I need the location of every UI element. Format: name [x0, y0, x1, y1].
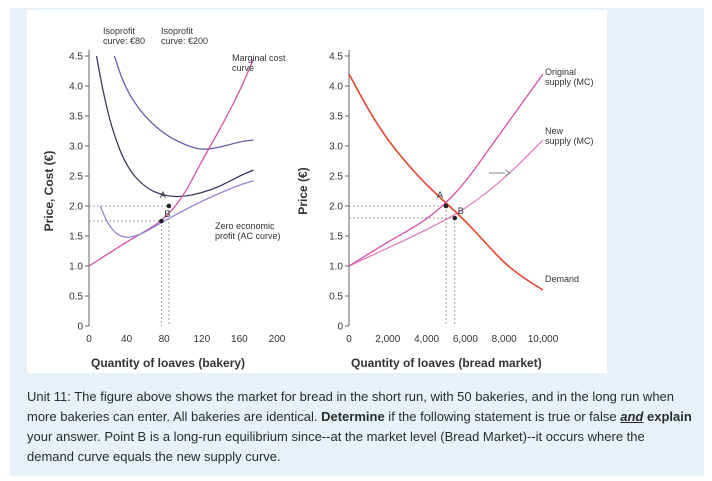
- x-tick-label: 120: [193, 334, 210, 345]
- x-tick-label: 4,000: [414, 334, 439, 345]
- y-tick-label: 4.5: [329, 52, 343, 63]
- isoprofit-label: Isoprofit: [161, 26, 194, 36]
- isoprofit-label: curve: €200: [161, 36, 208, 46]
- point-label: B: [164, 209, 170, 219]
- isoprofit-label: curve: €80: [103, 36, 145, 46]
- y-tick-label: 1.5: [69, 232, 83, 243]
- y-tick-label: 1.5: [329, 232, 343, 243]
- series-line: [348, 73, 544, 267]
- series-line: [88, 58, 255, 267]
- series-line: [348, 139, 544, 267]
- original-supply-label: supply (MC): [545, 77, 594, 87]
- x-tick-label: 6,000: [453, 334, 478, 345]
- point-label: B: [458, 206, 464, 216]
- caption-bold-determine: Determine: [321, 409, 385, 424]
- x-axis-label: Quantity of loaves (bread market): [351, 356, 542, 370]
- original-supply-label: Original: [545, 67, 576, 77]
- series-line: [113, 55, 254, 150]
- point-label: A: [160, 190, 166, 200]
- caption-part1: Unit 11: The figure above shows the mark…: [27, 389, 675, 424]
- series-line: [99, 180, 254, 238]
- x-axis-label: Quantity of loaves (bakery): [91, 356, 245, 370]
- y-tick-label: 1.0: [329, 262, 343, 273]
- y-tick-label: 0.5: [69, 292, 83, 303]
- series-line: [348, 73, 544, 291]
- y-tick-label: 3.0: [69, 142, 83, 153]
- x-tick-label: 8,000: [492, 334, 517, 345]
- y-axis-label: Price, Cost (€): [42, 151, 56, 232]
- y-tick-label: 3.5: [329, 112, 343, 123]
- point-marker: [443, 203, 449, 209]
- y-tick-label: 4.5: [69, 52, 83, 63]
- x-tick-label: 160: [231, 334, 248, 345]
- mc-label: curve: [232, 63, 254, 73]
- question-panel: 0 0.5 1.0 1.5 2.0 2.5 3.0 3.5 4.0 4.5 0 40 80 120 160 2…: [10, 8, 704, 476]
- x-tick-label: 200: [269, 334, 286, 345]
- y-tick-label: 3.0: [329, 142, 343, 153]
- ac-label: profit (AC curve): [215, 231, 281, 241]
- y-tick-label: 4.0: [329, 82, 343, 93]
- point-marker: [452, 215, 458, 221]
- x-tick-label: 0: [86, 334, 92, 345]
- question-text: Unit 11: The figure above shows the mark…: [27, 387, 695, 467]
- caption-and: and: [620, 409, 644, 424]
- point-marker: [159, 218, 164, 224]
- isoprofit-label: Isoprofit: [103, 26, 136, 36]
- point-marker: [166, 203, 172, 209]
- caption-bold-explain: explain: [647, 409, 692, 424]
- y-tick-label: 2.0: [329, 202, 343, 213]
- shift-arrow-head: [504, 169, 511, 177]
- x-tick-label: 2,000: [375, 334, 400, 345]
- y-tick-label: 2.5: [69, 172, 83, 183]
- caption-part2: if the following statement is true or fa…: [384, 409, 621, 424]
- y-tick-label: 2.5: [329, 172, 343, 183]
- charts-svg: 0 0.5 1.0 1.5 2.0 2.5 3.0 3.5 4.0 4.5 0 40 80 120 160 2…: [42, 26, 594, 370]
- x-tick-label: 80: [159, 334, 171, 345]
- y-axis-label: Price (€): [296, 167, 310, 214]
- y-tick-label: 0: [337, 322, 343, 333]
- ac-label: Zero economic: [215, 221, 275, 231]
- y-tick-label: 4.0: [69, 82, 83, 93]
- y-tick-label: 1.0: [69, 262, 83, 273]
- caption-part4: your answer. Point B is a long-run equil…: [27, 429, 645, 464]
- mc-label: Marginal cost: [232, 53, 286, 63]
- demand-label: Demand: [545, 274, 579, 284]
- new-supply-label: supply (MC): [545, 136, 594, 146]
- x-tick-label: 0: [346, 334, 352, 345]
- figure: 0 0.5 1.0 1.5 2.0 2.5 3.0 3.5 4.0 4.5 0 40 80 120 160 2…: [27, 10, 607, 373]
- point-label: A: [437, 190, 443, 200]
- x-tick-label: 40: [121, 334, 133, 345]
- y-tick-label: 0: [77, 322, 83, 333]
- y-tick-label: 2.0: [69, 202, 83, 213]
- series-line: [95, 55, 254, 198]
- new-supply-label: New: [545, 126, 564, 136]
- y-tick-label: 0.5: [329, 292, 343, 303]
- y-tick-label: 3.5: [69, 112, 83, 123]
- x-tick-label: 10,000: [528, 334, 559, 345]
